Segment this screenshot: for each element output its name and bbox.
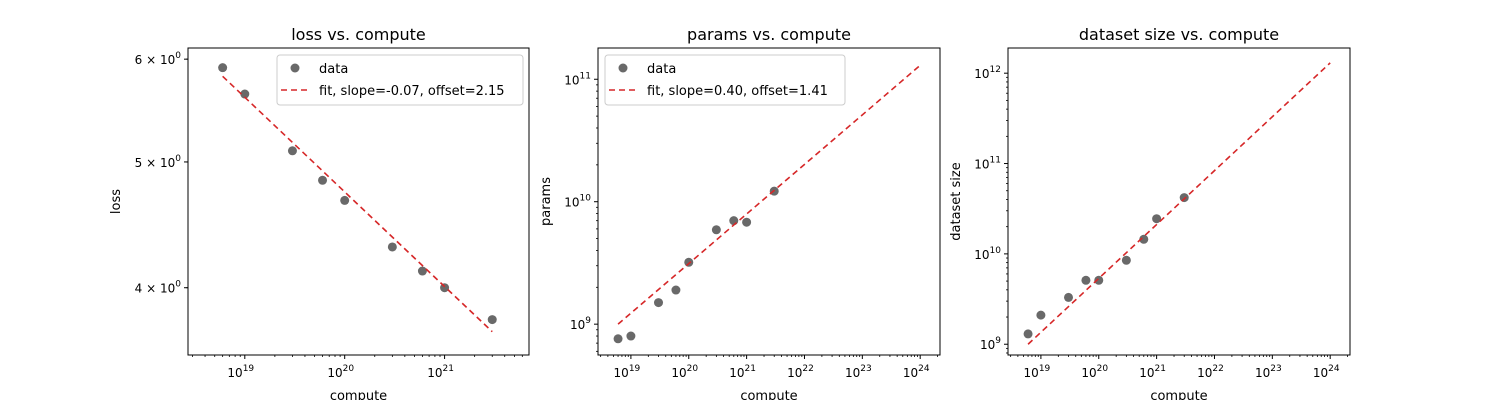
data-point	[613, 334, 623, 344]
x-axis-label: compute	[740, 389, 797, 400]
x-tick-label: 1024	[903, 364, 930, 380]
x-tick-label: 1021	[427, 364, 454, 380]
fit-line	[222, 75, 493, 333]
x-tick-label: 1019	[227, 364, 254, 380]
x-axis-label: compute	[330, 389, 387, 400]
legend-box	[276, 54, 524, 106]
data-point	[287, 146, 297, 156]
chart-title: params vs. compute	[687, 25, 851, 44]
legend-box	[604, 54, 846, 106]
chart-panel-1: loss vs. compute compute loss 1019 1020 1021 4…	[109, 25, 530, 400]
x-tick-label: 1019	[614, 364, 641, 380]
x-tick-label: 1020	[327, 364, 354, 380]
data-point	[417, 266, 427, 276]
axes-frame	[1007, 47, 1351, 356]
y-tick-label: 1012	[974, 65, 1001, 81]
data-point	[729, 216, 739, 226]
chart-panel-2: params vs. compute compute params 1019 1020 1…	[539, 25, 941, 400]
legend-marker-swatch	[290, 63, 300, 73]
x-tick-label: 1021	[1139, 364, 1166, 380]
data-point	[1023, 329, 1033, 339]
y-tick-label: 4 × 100	[135, 280, 182, 296]
legend: data fit, slope=-0.07, offset=2.15	[276, 54, 524, 106]
data-point	[1094, 275, 1104, 285]
x-tick-label: 1021	[729, 364, 756, 380]
data-point	[684, 257, 694, 267]
x-tick-label: 1023	[845, 364, 872, 380]
data-point	[711, 225, 721, 235]
data-point	[626, 331, 636, 341]
x-tick-label: 1019	[1024, 364, 1051, 380]
data-point	[387, 242, 397, 252]
data-point	[742, 217, 752, 227]
data-point	[1139, 234, 1149, 244]
y-tick-label: 1011	[974, 156, 1001, 172]
data-point	[218, 63, 228, 73]
legend-marker-swatch	[618, 63, 628, 73]
data-point	[1121, 255, 1131, 265]
x-tick-label: 1022	[787, 364, 814, 380]
x-tick-label: 1024	[1313, 364, 1340, 380]
x-tick-label: 1023	[1255, 364, 1282, 380]
legend-label: data	[647, 62, 676, 77]
chart-title: dataset size vs. compute	[1079, 25, 1279, 44]
x-tick-label: 1020	[1081, 364, 1108, 380]
legend-label: data	[319, 62, 348, 77]
x-tick-label: 1022	[1197, 364, 1224, 380]
y-axis-label: params	[539, 177, 554, 226]
data-point	[1081, 275, 1091, 285]
data-point	[318, 175, 328, 185]
legend-label: fit, slope=0.40, offset=1.41	[647, 84, 828, 99]
data-point	[340, 195, 350, 205]
data-point	[654, 298, 664, 308]
axes-frame	[187, 47, 530, 356]
data-point	[1152, 214, 1162, 224]
y-tick-label: 1010	[564, 194, 591, 210]
x-tick-label: 1020	[671, 364, 698, 380]
y-tick-label: 6 × 100	[135, 51, 182, 67]
y-axis-label: dataset size	[949, 162, 964, 241]
x-axis-label: compute	[1150, 389, 1207, 400]
fit-line	[1027, 62, 1331, 345]
data-point	[487, 315, 497, 325]
y-tick-label: 109	[570, 316, 591, 332]
legend: data fit, slope=0.40, offset=1.41	[604, 54, 846, 106]
data-point	[1036, 310, 1046, 320]
chart-title: loss vs. compute	[291, 25, 426, 44]
y-tick-label: 1011	[564, 71, 591, 87]
data-point	[1179, 193, 1189, 203]
y-axis-label: loss	[109, 189, 124, 214]
y-tick-label: 5 × 100	[135, 154, 182, 170]
legend-label: fit, slope=-0.07, offset=2.15	[319, 84, 505, 99]
y-tick-label: 1010	[974, 246, 1001, 262]
fit-line	[617, 64, 921, 325]
data-point	[240, 89, 250, 99]
y-tick-label: 109	[980, 336, 1001, 352]
chart-panel-3: dataset size vs. compute compute dataset s…	[949, 25, 1351, 400]
data-point	[1064, 292, 1074, 302]
data-point	[671, 285, 681, 295]
